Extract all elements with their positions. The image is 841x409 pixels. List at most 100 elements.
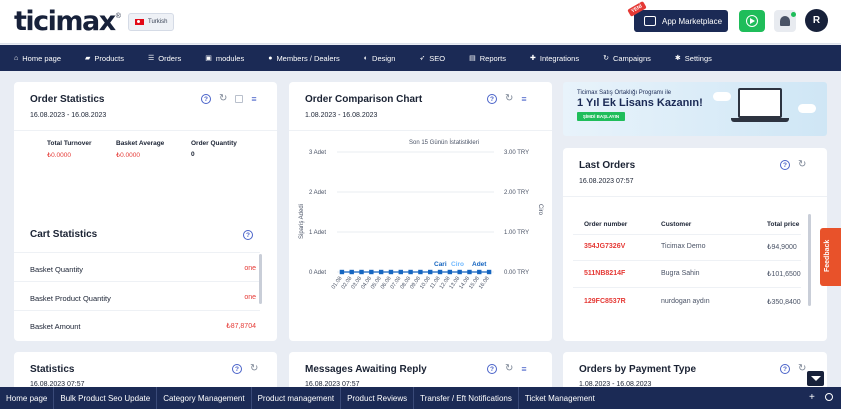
logo[interactable]: ticimax ® bbox=[14, 6, 121, 37]
order-customer: nurdogan aydın bbox=[661, 298, 710, 305]
nav-reports[interactable]: ▤ Reports bbox=[469, 54, 506, 63]
scroll-down-button[interactable] bbox=[807, 371, 824, 386]
menu-icon[interactable]: ≡ bbox=[251, 93, 257, 104]
laptop-illustration bbox=[738, 88, 782, 118]
basket-amount-value: ₺87,8704 bbox=[226, 323, 256, 330]
cart-statistics-tools: ? bbox=[243, 230, 253, 240]
list-icon: ☰ bbox=[148, 55, 155, 62]
quick-link-product-management[interactable]: Product management bbox=[252, 387, 342, 409]
video-tutorial-button[interactable] bbox=[739, 10, 765, 32]
app-marketplace-button[interactable]: App Marketplace bbox=[634, 10, 728, 32]
banner-start-button[interactable]: ŞİMDİ BAŞLAYIN bbox=[577, 112, 625, 121]
notifications-button[interactable] bbox=[774, 10, 796, 32]
y-tick-label: 3 Adet bbox=[309, 150, 326, 156]
nav-modules[interactable]: ▣ modules bbox=[205, 54, 244, 63]
nav-design[interactable]: ◐ Design bbox=[364, 54, 396, 63]
order-comparison-chart: Son 15 Günün İstatistikleri 3 Adet 3.00 TR… bbox=[299, 139, 543, 290]
nav-home[interactable]: ⌂ Home page bbox=[14, 54, 61, 63]
refresh-icon[interactable]: ↻ bbox=[250, 363, 259, 374]
adet-point bbox=[447, 269, 453, 275]
module-icon: ▣ bbox=[205, 55, 212, 62]
help-icon[interactable]: ? bbox=[487, 364, 497, 374]
nav-campaigns[interactable]: ↻ Campaigns bbox=[603, 54, 651, 63]
col-total-price: Total price bbox=[767, 221, 800, 228]
statistics-title: Statistics bbox=[30, 364, 75, 375]
help-icon[interactable]: ? bbox=[780, 364, 790, 374]
nav-orders[interactable]: ☰ Orders bbox=[148, 54, 181, 63]
total-turnover-label: Total Turnover bbox=[47, 140, 92, 147]
calendar-icon[interactable] bbox=[235, 95, 244, 103]
divider bbox=[14, 310, 260, 311]
order-price: ₺94,9000 bbox=[767, 244, 797, 251]
quick-links-settings-icon[interactable] bbox=[825, 393, 833, 401]
payment-type-title: Orders by Payment Type bbox=[579, 364, 697, 375]
quick-link-home[interactable]: Home page bbox=[0, 387, 55, 409]
feedback-tab[interactable]: Feedback bbox=[820, 228, 841, 286]
quick-link-ticket-management[interactable]: Ticket Management bbox=[524, 393, 595, 403]
help-icon[interactable]: ? bbox=[243, 230, 253, 240]
divider bbox=[289, 130, 552, 131]
refresh-icon[interactable]: ↻ bbox=[219, 93, 228, 104]
refresh-icon[interactable]: ↻ bbox=[505, 363, 514, 374]
quick-link-bulk-seo[interactable]: Bulk Product Seo Update bbox=[54, 387, 158, 409]
nav-members[interactable]: ● Members / Dealers bbox=[268, 54, 340, 63]
cloud-icon bbox=[798, 104, 816, 113]
nav-label: Campaigns bbox=[612, 53, 651, 63]
adet-point bbox=[467, 269, 472, 275]
messages-card: Messages Awaiting Reply 16.08.2023 07:57… bbox=[289, 352, 552, 392]
adet-point bbox=[457, 269, 462, 275]
refresh-icon[interactable]: ↻ bbox=[798, 363, 807, 374]
help-icon[interactable]: ? bbox=[487, 94, 497, 104]
y2-axis-label: Ciro bbox=[537, 204, 543, 216]
menu-icon[interactable]: ≡ bbox=[521, 93, 527, 104]
nav-label: Orders bbox=[158, 53, 182, 63]
messages-date: 16.08.2023 07:57 bbox=[305, 381, 360, 388]
order-number-link[interactable]: 354JG7326V bbox=[584, 243, 626, 250]
legend-entry: Adet bbox=[472, 261, 487, 268]
divider bbox=[573, 234, 801, 235]
nav-integrations[interactable]: ✚ Integrations bbox=[530, 54, 579, 63]
help-icon[interactable]: ? bbox=[201, 94, 211, 104]
cloud-icon bbox=[713, 92, 731, 101]
nav-seo[interactable]: ➶ SEO bbox=[419, 54, 445, 63]
divider bbox=[14, 130, 277, 131]
legend-entry: Ciro bbox=[451, 261, 464, 268]
y-tick-label: 1 Adet bbox=[309, 230, 326, 236]
nav-label: Products bbox=[94, 53, 125, 63]
add-quick-link-button[interactable]: + bbox=[809, 392, 815, 403]
order-number-link[interactable]: 129FC8537R bbox=[584, 298, 626, 305]
nav-products[interactable]: ▰ Products bbox=[85, 54, 124, 63]
nav-label: Reports bbox=[479, 53, 506, 63]
adet-point bbox=[349, 269, 354, 275]
language-selector[interactable]: Turkish bbox=[128, 13, 175, 31]
refresh-icon[interactable]: ↻ bbox=[798, 159, 807, 170]
statistics-tools: ? ↻ bbox=[232, 364, 258, 374]
turkey-flag-icon bbox=[135, 19, 144, 25]
nav-label: Home page bbox=[22, 53, 62, 63]
refresh-icon[interactable]: ↻ bbox=[505, 93, 514, 104]
orders-scrollbar[interactable] bbox=[808, 214, 811, 306]
help-icon[interactable]: ? bbox=[232, 364, 242, 374]
menu-icon[interactable]: ≡ bbox=[521, 363, 527, 374]
adet-point bbox=[388, 269, 394, 275]
basket-average-label: Basket Average bbox=[116, 140, 165, 147]
cart-scrollbar[interactable] bbox=[259, 254, 262, 304]
divider bbox=[573, 260, 801, 261]
col-order-number: Order number bbox=[584, 221, 628, 228]
quick-link-product-reviews[interactable]: Product Reviews bbox=[341, 387, 415, 409]
play-icon bbox=[746, 15, 758, 27]
nav-label: Design bbox=[372, 53, 396, 63]
quick-link-category-management[interactable]: Category Management bbox=[157, 387, 252, 409]
chart-icon: ▤ bbox=[469, 55, 476, 62]
home-icon: ⌂ bbox=[14, 54, 19, 62]
nav-label: Integrations bbox=[539, 53, 580, 63]
basket-quantity-label: Basket Quantity bbox=[30, 265, 83, 274]
user-avatar[interactable]: R bbox=[805, 9, 828, 32]
order-number-link[interactable]: 511NB8214F bbox=[584, 270, 626, 277]
nav-settings[interactable]: ✱ Settings bbox=[675, 54, 712, 63]
help-icon[interactable]: ? bbox=[780, 160, 790, 170]
quick-link-transfer-notifications[interactable]: Transfer / Eft Notifications bbox=[414, 387, 519, 409]
affiliate-banner[interactable]: Ticimax Satış Ortaklığı Programı ile 1 Y… bbox=[563, 82, 827, 136]
divider bbox=[563, 196, 827, 197]
last-orders-title: Last Orders bbox=[579, 160, 636, 171]
